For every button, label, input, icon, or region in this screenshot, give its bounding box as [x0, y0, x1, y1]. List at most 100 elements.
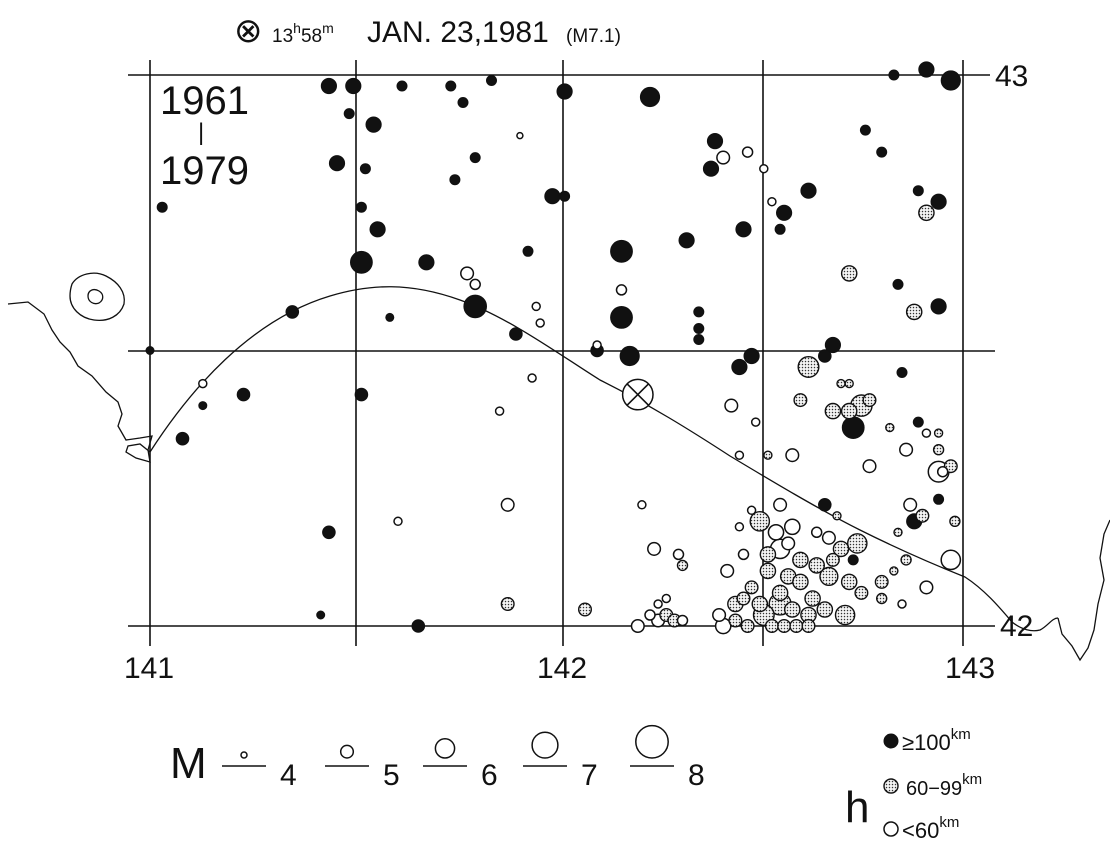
depth-legend-unit: km	[951, 726, 971, 743]
epicenter-mid	[784, 601, 801, 618]
epicenter-mid	[900, 554, 912, 566]
period-end: 1979	[160, 149, 249, 193]
epicenter-deep	[396, 80, 408, 92]
epicenter-deep	[145, 346, 155, 355]
epicenter-shallow	[712, 607, 727, 623]
epicenter-deep	[463, 294, 488, 319]
epicenter-deep	[706, 133, 724, 150]
epicenter-mid	[854, 585, 869, 600]
depth-legend-symbol-deep	[883, 733, 899, 749]
epicenter-shallow	[531, 301, 541, 312]
epicenter-deep	[610, 306, 633, 329]
epicenter-deep	[930, 298, 947, 315]
epicenter-mid	[749, 510, 771, 532]
epicenter-mid	[819, 566, 839, 586]
epicenter-deep	[930, 193, 947, 210]
epicenter-deep	[619, 345, 640, 367]
epicenter-deep	[841, 416, 865, 440]
time-minutes: 58	[301, 26, 322, 47]
epicenter-deep	[369, 221, 386, 238]
epicenter-deep	[418, 254, 435, 271]
epicenter-mid	[933, 428, 944, 438]
epicenter-shallow	[720, 563, 735, 578]
epicenter-shallow	[821, 530, 836, 545]
epicenter-mid	[915, 508, 930, 523]
events-layer	[145, 61, 962, 635]
epicenter-shallow	[393, 516, 403, 527]
epicenter-mid	[885, 422, 895, 433]
time-hours: 13	[272, 26, 293, 47]
magnitude-legend-value: 6	[481, 759, 498, 792]
epicenter-shallow	[676, 614, 689, 627]
epicenter-mid	[792, 573, 809, 591]
epicenter-mid	[801, 619, 816, 634]
epicenter-mid	[736, 591, 751, 606]
epicenter-mid	[771, 584, 789, 602]
epicenter-deep	[702, 160, 720, 177]
epicenter-deep	[639, 86, 661, 108]
epicenter-mid	[825, 552, 840, 567]
depth-legend-unit: km	[962, 771, 982, 788]
epicenter-shallow	[516, 131, 524, 140]
epicenter-shallow	[637, 500, 647, 510]
epicenter-deep	[365, 116, 382, 133]
epicenter-deep	[693, 306, 705, 318]
epicenter-deep	[354, 387, 369, 402]
epicenter-deep	[933, 493, 945, 505]
epicenter-deep	[800, 182, 817, 199]
event-date: JAN. 23,1981	[367, 16, 549, 49]
epicenter-deep	[359, 163, 371, 175]
hours-sup: h	[293, 20, 301, 36]
epicenter-deep	[888, 69, 900, 81]
epicenter-shallow	[919, 580, 934, 595]
magnitude-legend-value: 5	[383, 759, 400, 792]
epicenter-mid	[824, 402, 842, 420]
epicenter-mid	[792, 551, 809, 569]
epicenter-mid	[804, 590, 821, 607]
epicenter-deep	[876, 146, 888, 158]
epicenter-shallow	[783, 518, 801, 536]
epicenter-shallow	[767, 196, 777, 207]
period-label: 1961 | 1979	[160, 79, 249, 193]
magnitude-legend-circle-6	[434, 738, 456, 759]
epicenter-deep	[610, 239, 633, 263]
epicenter-mid	[744, 580, 759, 595]
magnitude-legend-label: M	[170, 739, 207, 788]
epicenter-deep	[285, 305, 300, 319]
magnitude-legend: M 4 5 6 7 8	[170, 724, 705, 792]
epicenter-deep	[345, 77, 362, 95]
event-time: 13h58m	[272, 20, 334, 47]
epicenter-shallow	[592, 340, 602, 350]
epicenter-shallow	[936, 465, 949, 478]
lon-label-142: 142	[537, 652, 587, 685]
epicenter-shallow	[810, 526, 823, 539]
lat-label-43: 43	[995, 60, 1028, 93]
lat-label-42: 42	[1000, 610, 1033, 643]
lon-label-141: 141	[124, 652, 174, 685]
epicenter-deep	[175, 431, 190, 446]
epicenter-mid	[793, 393, 808, 408]
epicenter-deep	[912, 185, 924, 197]
epicenter-deep	[544, 188, 561, 205]
epicenter-deep	[892, 278, 904, 290]
epicenter-mid	[893, 527, 903, 537]
depth-legend-text-mid: 60−99km	[906, 771, 982, 800]
epicenter-deep	[236, 387, 251, 402]
epicenter-deep	[469, 152, 481, 164]
epicenter-deep	[678, 232, 695, 249]
coastline	[7, 272, 1110, 662]
epicenter-shallow	[469, 278, 481, 291]
epicenter-mid	[889, 566, 899, 576]
epicenter-deep	[847, 554, 859, 566]
epicenter-shallow	[785, 448, 800, 463]
epicenter-mid	[764, 619, 779, 634]
mainshock-marker	[621, 378, 654, 411]
epicenter-mid	[763, 450, 773, 460]
epicenter-mid	[840, 265, 858, 282]
epicenter-mid	[847, 533, 868, 554]
epicenter-deep	[693, 323, 705, 334]
magnitude-legend-circle-5	[339, 744, 355, 759]
period-start: 1961	[160, 79, 249, 123]
epicenter-deep	[457, 97, 469, 108]
